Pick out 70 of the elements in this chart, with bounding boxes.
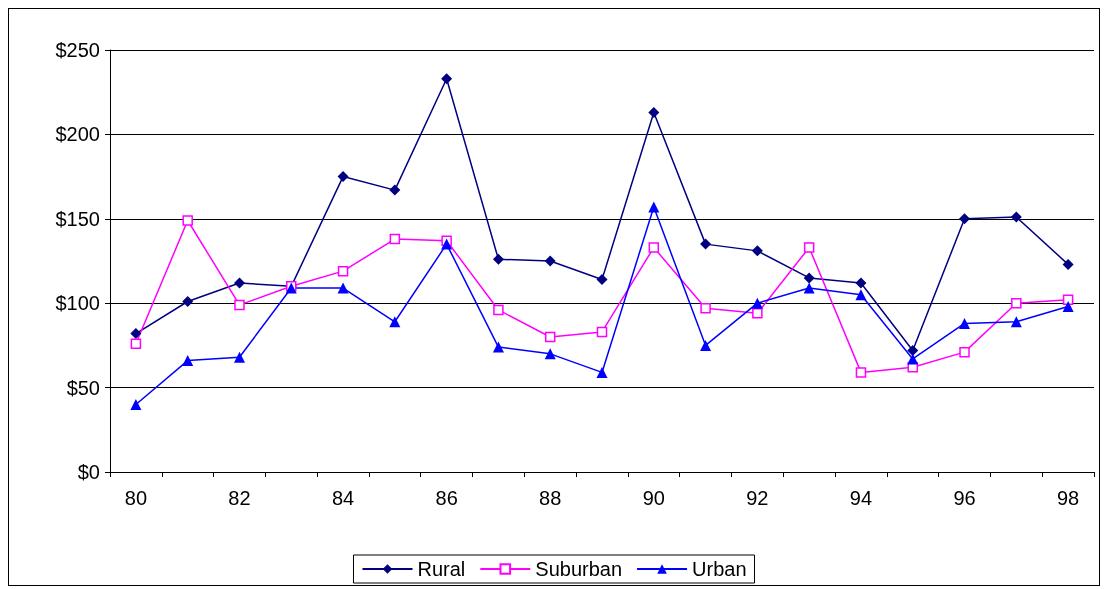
point bbox=[648, 201, 660, 213]
point bbox=[596, 326, 608, 338]
point bbox=[752, 308, 763, 319]
point bbox=[492, 253, 504, 265]
y-tick-label: $250 bbox=[55, 39, 100, 61]
point bbox=[855, 289, 867, 301]
point bbox=[544, 348, 556, 360]
point bbox=[700, 303, 711, 314]
point bbox=[959, 213, 971, 225]
point bbox=[1010, 211, 1022, 223]
point bbox=[648, 106, 660, 118]
x-tick-label: 88 bbox=[539, 487, 562, 509]
point bbox=[648, 242, 660, 253]
point bbox=[1062, 301, 1074, 313]
point bbox=[1010, 316, 1022, 328]
point bbox=[389, 316, 401, 328]
point bbox=[130, 398, 142, 410]
point bbox=[751, 297, 763, 309]
point bbox=[389, 233, 401, 245]
legend-label: Suburban bbox=[535, 558, 623, 580]
point bbox=[337, 282, 349, 294]
x-tick-label: 80 bbox=[124, 487, 148, 509]
point bbox=[234, 299, 245, 311]
point bbox=[803, 282, 815, 294]
point bbox=[441, 73, 453, 85]
point bbox=[441, 238, 453, 250]
y-tick-label: $50 bbox=[66, 376, 100, 399]
point bbox=[492, 341, 504, 353]
point bbox=[700, 238, 712, 250]
x-tick-label: 82 bbox=[228, 487, 251, 509]
x-tick-label: 96 bbox=[953, 487, 976, 509]
point bbox=[1062, 258, 1074, 270]
y-tick-label: $150 bbox=[55, 207, 100, 230]
point bbox=[493, 304, 504, 316]
x-tick-label: 90 bbox=[642, 487, 665, 509]
legend-label: Urban bbox=[692, 558, 747, 580]
point bbox=[544, 331, 556, 343]
y-tick-label: $0 bbox=[77, 461, 100, 483]
point bbox=[596, 366, 608, 378]
legend-label: Rural bbox=[417, 558, 466, 580]
point bbox=[803, 242, 815, 253]
x-tick-label: 98 bbox=[1056, 487, 1080, 509]
point bbox=[1011, 297, 1022, 309]
point bbox=[959, 317, 971, 329]
x-tick-label: 86 bbox=[435, 487, 458, 509]
point bbox=[803, 272, 815, 284]
point bbox=[907, 344, 919, 356]
point bbox=[337, 171, 349, 183]
point bbox=[130, 328, 142, 340]
point bbox=[907, 353, 919, 365]
point bbox=[233, 351, 245, 363]
point bbox=[182, 296, 194, 308]
point bbox=[751, 245, 763, 257]
point bbox=[233, 277, 245, 289]
y-tick-label: $100 bbox=[55, 292, 100, 315]
point bbox=[855, 277, 867, 289]
y-tick-label: $200 bbox=[55, 123, 100, 146]
x-tick-label: 92 bbox=[746, 487, 769, 509]
x-tick-label: 94 bbox=[849, 487, 873, 509]
point bbox=[544, 255, 556, 267]
point bbox=[337, 265, 349, 277]
x-tick-label: 84 bbox=[331, 487, 355, 509]
point bbox=[389, 184, 401, 196]
point bbox=[182, 215, 193, 226]
point bbox=[855, 367, 867, 378]
point bbox=[182, 355, 194, 367]
point bbox=[700, 339, 712, 351]
point bbox=[959, 346, 970, 358]
point bbox=[130, 338, 142, 349]
point bbox=[596, 274, 608, 286]
